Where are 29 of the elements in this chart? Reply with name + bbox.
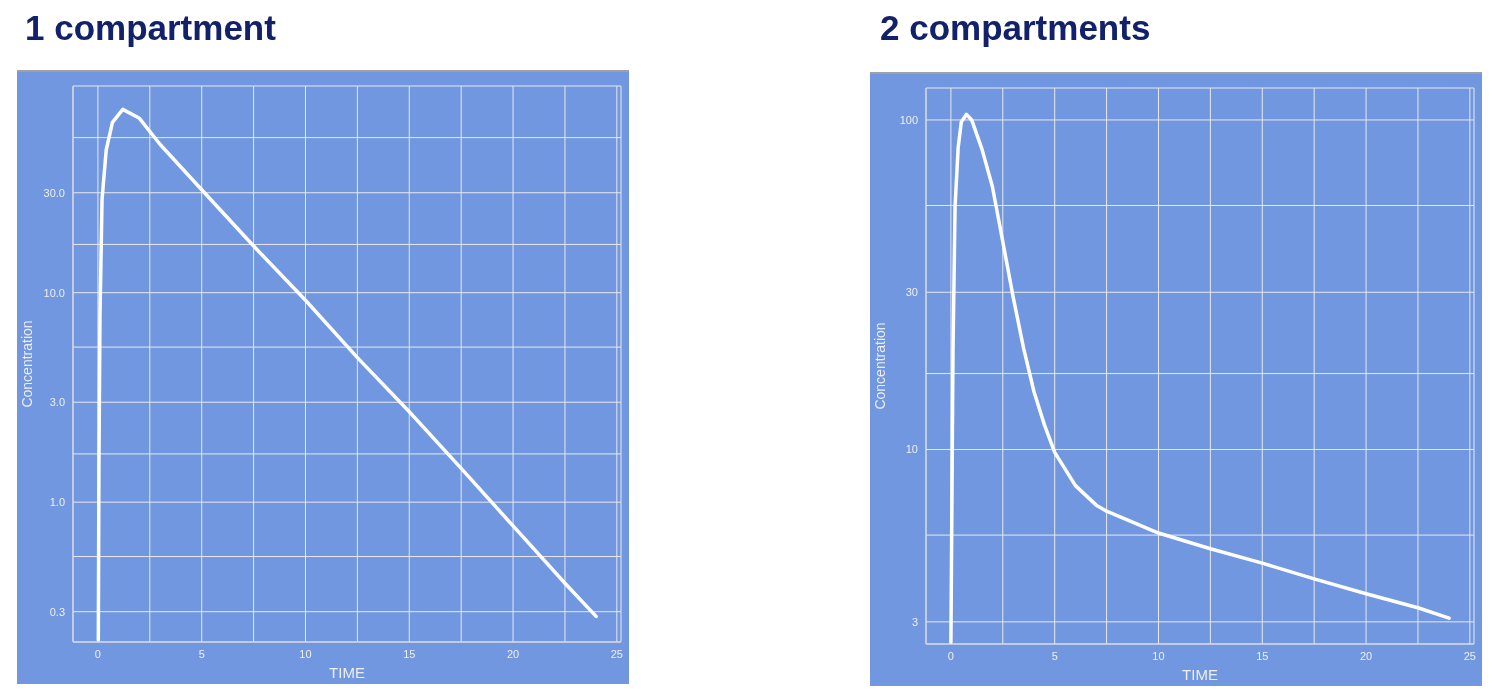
- y-tick-label: 30: [905, 286, 918, 299]
- y-axis-title: Concentration: [18, 320, 35, 408]
- x-tick-label: 0: [94, 647, 101, 660]
- y-tick-label: 10.0: [43, 286, 65, 299]
- line-series: [96, 107, 598, 642]
- x-tick-label: 15: [403, 647, 416, 660]
- x-tick-label: 5: [198, 647, 205, 660]
- x-tick-label: 20: [1359, 649, 1373, 662]
- x-tick-label: 10: [299, 647, 312, 660]
- y-tick-label: 3: [911, 615, 918, 628]
- x-axis-title: TIME: [329, 664, 365, 681]
- x-tick-label: 10: [1152, 649, 1165, 662]
- x-tick-label: 15: [1256, 649, 1269, 662]
- chart-title: 1 compartment: [25, 8, 276, 48]
- x-tick-label: 5: [1051, 649, 1058, 662]
- y-tick-label: 10: [905, 443, 918, 456]
- chart-title: 2 compartments: [880, 8, 1151, 48]
- x-tick-label: 25: [610, 647, 623, 660]
- y-tick-label: 0.3: [49, 605, 65, 618]
- line-series: [949, 112, 1451, 644]
- y-tick-label: 1.0: [49, 496, 65, 509]
- x-tick-label: 0: [947, 649, 954, 662]
- x-tick-label: 20: [506, 647, 520, 660]
- y-tick-label: 3.0: [49, 396, 65, 409]
- y-axis-title: Concentration: [871, 322, 888, 410]
- y-tick-label: 100: [899, 113, 918, 126]
- x-axis-title: TIME: [1182, 666, 1218, 683]
- y-tick-label: 30.0: [43, 186, 65, 199]
- x-tick-label: 25: [1463, 649, 1476, 662]
